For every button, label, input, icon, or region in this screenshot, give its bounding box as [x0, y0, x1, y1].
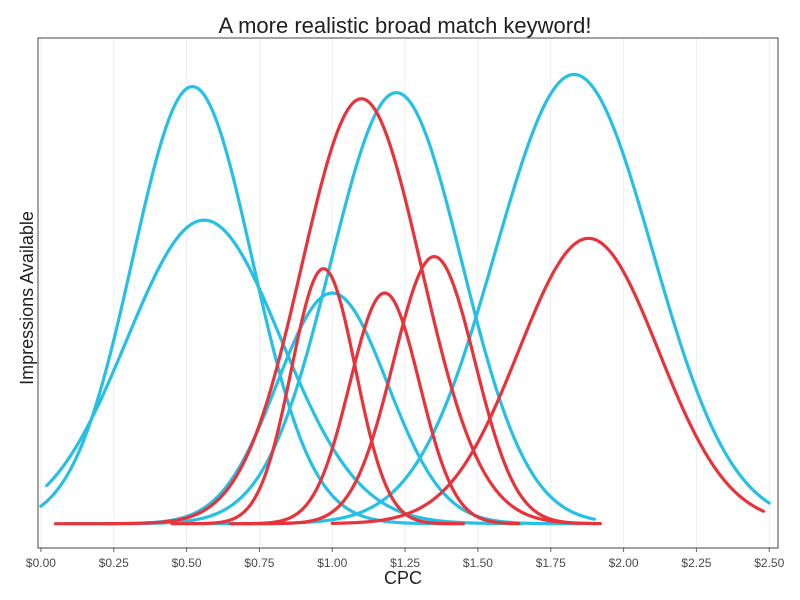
x-tick-label: $0.50	[172, 556, 202, 570]
x-tick-label: $0.00	[26, 556, 56, 570]
series-line-4	[126, 91, 597, 526]
series-line-8	[228, 291, 521, 526]
x-tick-label: $1.75	[536, 556, 566, 570]
x-tick-label: $1.50	[463, 556, 493, 570]
series-line-6	[170, 267, 465, 526]
chart-title: A more realistic broad match keyword!	[219, 13, 592, 38]
grid-layer	[40, 38, 770, 548]
series-line-5	[199, 72, 771, 526]
series-line-7	[53, 97, 602, 526]
x-tick-label: $0.75	[244, 556, 274, 570]
x-tick-label: $0.25	[99, 556, 129, 570]
x-tick-label: $1.00	[317, 556, 347, 570]
series-layer	[39, 72, 771, 526]
plot-panel-border	[37, 37, 779, 549]
series-line-9	[243, 254, 597, 526]
x-tick-label: $2.00	[609, 556, 639, 570]
series-line-10	[330, 236, 766, 525]
x-tick-label: $2.50	[754, 556, 784, 570]
x-axis-label: CPC	[384, 568, 422, 588]
x-tick-label: $2.25	[681, 556, 711, 570]
axis-layer: $0.00 $0.25 $0.50 $0.75 $1.00 $1.25 $1.50 $1.75…	[26, 548, 785, 570]
y-axis-label: Impressions Available	[17, 211, 37, 385]
series-line-2	[45, 218, 524, 526]
series-line-1	[39, 85, 457, 526]
x-tick-label: $1.25	[390, 556, 420, 570]
